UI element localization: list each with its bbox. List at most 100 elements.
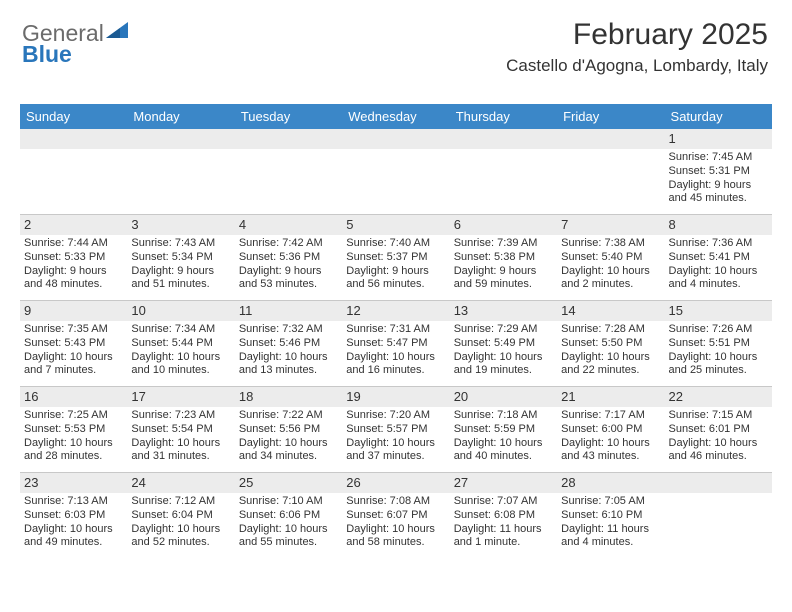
sunset-text: Sunset: 5:33 PM: [24, 251, 123, 265]
sunset-text: Sunset: 5:46 PM: [239, 337, 338, 351]
day-cell: Sunrise: 7:31 AMSunset: 5:47 PMDaylight:…: [342, 321, 449, 386]
week-row: Sunrise: 7:35 AMSunset: 5:43 PMDaylight:…: [20, 321, 772, 386]
day-header: Friday: [557, 104, 664, 129]
sunset-text: Sunset: 5:34 PM: [131, 251, 230, 265]
day1-text: Daylight: 10 hours: [239, 523, 338, 537]
sunset-text: Sunset: 6:07 PM: [346, 509, 445, 523]
day-cell: Sunrise: 7:32 AMSunset: 5:46 PMDaylight:…: [235, 321, 342, 386]
day1-text: Daylight: 10 hours: [346, 351, 445, 365]
week-row: Sunrise: 7:44 AMSunset: 5:33 PMDaylight:…: [20, 235, 772, 300]
day1-text: Daylight: 10 hours: [346, 523, 445, 537]
day2-text: and 28 minutes.: [24, 450, 123, 464]
day1-text: Daylight: 9 hours: [24, 265, 123, 279]
sunrise-text: Sunrise: 7:22 AM: [239, 409, 338, 423]
day1-text: Daylight: 10 hours: [346, 437, 445, 451]
day2-text: and 13 minutes.: [239, 364, 338, 378]
day-cell: Sunrise: 7:40 AMSunset: 5:37 PMDaylight:…: [342, 235, 449, 300]
sunrise-text: Sunrise: 7:08 AM: [346, 495, 445, 509]
day2-text: and 10 minutes.: [131, 364, 230, 378]
day1-text: Daylight: 10 hours: [561, 351, 660, 365]
day2-text: and 1 minute.: [454, 536, 553, 550]
day-number: 16: [20, 387, 127, 407]
day-cell: Sunrise: 7:18 AMSunset: 5:59 PMDaylight:…: [450, 407, 557, 472]
day-cell: [235, 149, 342, 214]
day-number: 26: [342, 473, 449, 493]
day-cell: Sunrise: 7:08 AMSunset: 6:07 PMDaylight:…: [342, 493, 449, 558]
day-cell: [450, 149, 557, 214]
day-cell: [665, 493, 772, 558]
day-number: 10: [127, 301, 234, 321]
day2-text: and 19 minutes.: [454, 364, 553, 378]
sunrise-text: Sunrise: 7:25 AM: [24, 409, 123, 423]
day1-text: Daylight: 10 hours: [131, 351, 230, 365]
day2-text: and 25 minutes.: [669, 364, 768, 378]
sunset-text: Sunset: 5:31 PM: [669, 165, 768, 179]
day2-text: and 55 minutes.: [239, 536, 338, 550]
day-number: 20: [450, 387, 557, 407]
day-number: 12: [342, 301, 449, 321]
day-number: 15: [665, 301, 772, 321]
day-cell: Sunrise: 7:45 AMSunset: 5:31 PMDaylight:…: [665, 149, 772, 214]
sunrise-text: Sunrise: 7:28 AM: [561, 323, 660, 337]
day-cell: Sunrise: 7:38 AMSunset: 5:40 PMDaylight:…: [557, 235, 664, 300]
day2-text: and 22 minutes.: [561, 364, 660, 378]
day-number: [342, 129, 449, 149]
day-cell: Sunrise: 7:26 AMSunset: 5:51 PMDaylight:…: [665, 321, 772, 386]
sunset-text: Sunset: 5:50 PM: [561, 337, 660, 351]
day2-text: and 48 minutes.: [24, 278, 123, 292]
day2-text: and 59 minutes.: [454, 278, 553, 292]
day-cell: Sunrise: 7:36 AMSunset: 5:41 PMDaylight:…: [665, 235, 772, 300]
day-number: 23: [20, 473, 127, 493]
day1-text: Daylight: 9 hours: [131, 265, 230, 279]
sunrise-text: Sunrise: 7:07 AM: [454, 495, 553, 509]
day-number: [665, 473, 772, 493]
day-number: 28: [557, 473, 664, 493]
week-row: Sunrise: 7:45 AMSunset: 5:31 PMDaylight:…: [20, 149, 772, 214]
day-number: 24: [127, 473, 234, 493]
day-number: 13: [450, 301, 557, 321]
day2-text: and 4 minutes.: [669, 278, 768, 292]
sunset-text: Sunset: 6:01 PM: [669, 423, 768, 437]
day2-text: and 31 minutes.: [131, 450, 230, 464]
day-number: 8: [665, 215, 772, 235]
day-number: 22: [665, 387, 772, 407]
sunset-text: Sunset: 5:54 PM: [131, 423, 230, 437]
sunset-text: Sunset: 6:08 PM: [454, 509, 553, 523]
day1-text: Daylight: 10 hours: [561, 437, 660, 451]
day-cell: Sunrise: 7:22 AMSunset: 5:56 PMDaylight:…: [235, 407, 342, 472]
day1-text: Daylight: 10 hours: [24, 437, 123, 451]
week-row: Sunrise: 7:13 AMSunset: 6:03 PMDaylight:…: [20, 493, 772, 558]
day1-text: Daylight: 10 hours: [239, 437, 338, 451]
day-cell: Sunrise: 7:20 AMSunset: 5:57 PMDaylight:…: [342, 407, 449, 472]
day-number: 1: [665, 129, 772, 149]
day-cell: Sunrise: 7:07 AMSunset: 6:08 PMDaylight:…: [450, 493, 557, 558]
day-cell: [20, 149, 127, 214]
day-number: 17: [127, 387, 234, 407]
sunset-text: Sunset: 6:06 PM: [239, 509, 338, 523]
day-number: 25: [235, 473, 342, 493]
sunrise-text: Sunrise: 7:36 AM: [669, 237, 768, 251]
sunrise-text: Sunrise: 7:31 AM: [346, 323, 445, 337]
day-cell: Sunrise: 7:34 AMSunset: 5:44 PMDaylight:…: [127, 321, 234, 386]
sunrise-text: Sunrise: 7:43 AM: [131, 237, 230, 251]
day1-text: Daylight: 10 hours: [454, 437, 553, 451]
day-cell: Sunrise: 7:15 AMSunset: 6:01 PMDaylight:…: [665, 407, 772, 472]
day2-text: and 4 minutes.: [561, 536, 660, 550]
day-cell: Sunrise: 7:23 AMSunset: 5:54 PMDaylight:…: [127, 407, 234, 472]
day2-text: and 7 minutes.: [24, 364, 123, 378]
day-cell: Sunrise: 7:28 AMSunset: 5:50 PMDaylight:…: [557, 321, 664, 386]
logo-triangle-icon: [106, 22, 128, 38]
sunrise-text: Sunrise: 7:38 AM: [561, 237, 660, 251]
sunrise-text: Sunrise: 7:39 AM: [454, 237, 553, 251]
logo-text-2: Blue: [22, 43, 128, 66]
sunrise-text: Sunrise: 7:13 AM: [24, 495, 123, 509]
day-number: 4: [235, 215, 342, 235]
day1-text: Daylight: 10 hours: [669, 351, 768, 365]
day-number: 2: [20, 215, 127, 235]
day2-text: and 53 minutes.: [239, 278, 338, 292]
day-header: Thursday: [450, 104, 557, 129]
day-header: Saturday: [665, 104, 772, 129]
sunrise-text: Sunrise: 7:26 AM: [669, 323, 768, 337]
sunset-text: Sunset: 5:47 PM: [346, 337, 445, 351]
sunrise-text: Sunrise: 7:10 AM: [239, 495, 338, 509]
